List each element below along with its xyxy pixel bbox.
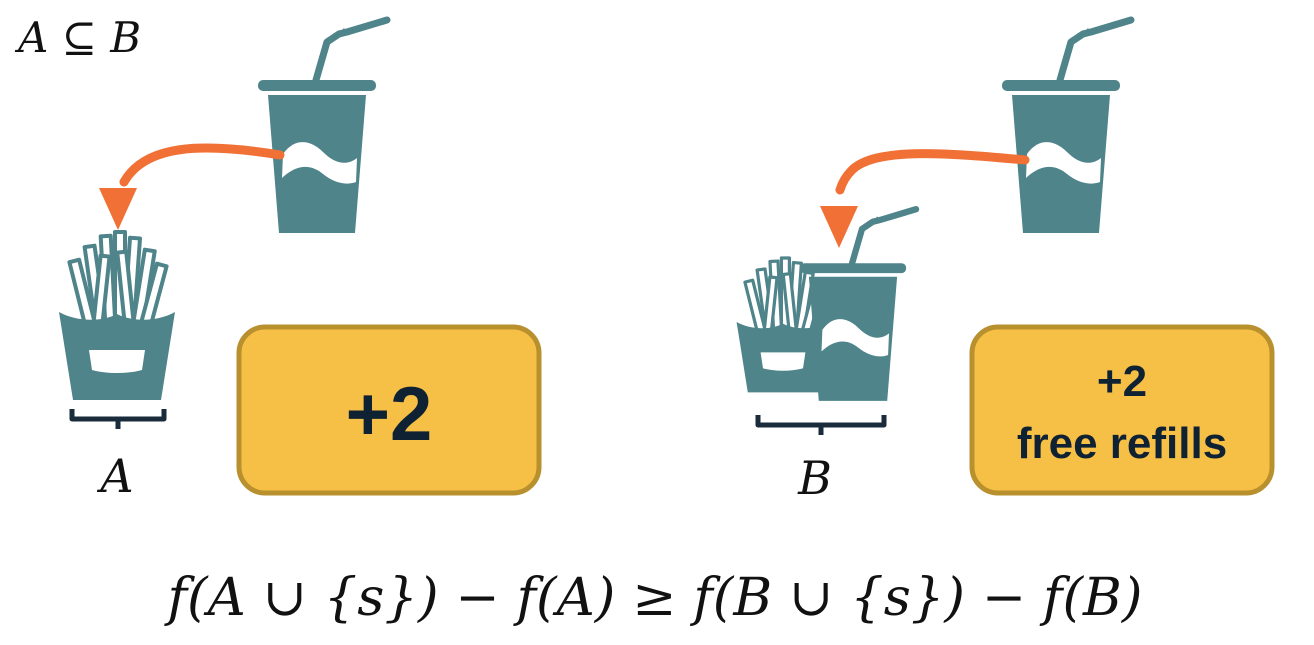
gain-b-note: free refills: [1017, 419, 1227, 468]
gain-b-value: +2: [1097, 357, 1147, 406]
subset-relation-label: A ⊆ B: [14, 13, 141, 62]
drink-cup-icon: [258, 20, 387, 233]
add-arrow: [820, 149, 1030, 248]
fries-icon: [57, 230, 177, 402]
set-b-bracket: [755, 415, 887, 435]
add-arrow: [99, 143, 285, 230]
drink-cup-icon: [1002, 20, 1131, 233]
diminishing-returns-inequality: f(A ∪ {s}) − f(A) ≥ f(B ∪ {s}) − f(B): [163, 568, 1142, 628]
gain-a-value: +2: [346, 372, 433, 457]
set-a-label: A: [96, 449, 133, 503]
drink-cup-icon: [800, 209, 916, 401]
set-b-label: B: [797, 451, 832, 505]
set-a-bracket: [69, 409, 167, 429]
gain-b-badge: +2 free refills: [969, 324, 1275, 496]
gain-a-badge: +2: [236, 324, 542, 496]
